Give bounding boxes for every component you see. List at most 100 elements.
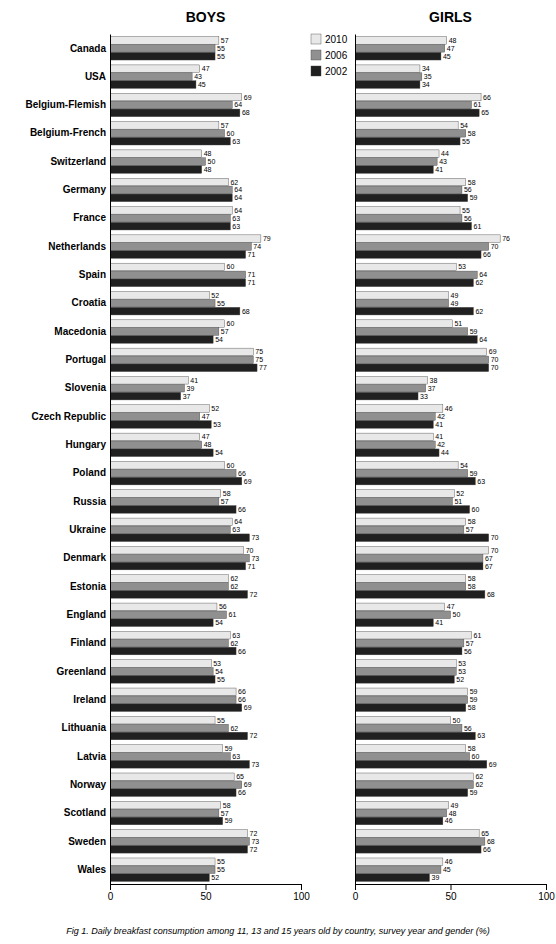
data-label: 64 bbox=[479, 336, 487, 343]
data-label: 54 bbox=[215, 336, 223, 343]
data-label: 65 bbox=[236, 773, 244, 780]
data-label: 41 bbox=[435, 421, 443, 428]
bar bbox=[355, 554, 483, 562]
bar-series bbox=[110, 37, 261, 866]
bar bbox=[355, 449, 439, 457]
y-tick-label: Spain bbox=[79, 269, 106, 280]
chart-title: BOYS bbox=[186, 9, 226, 25]
y-tick: Belgium-Flemish bbox=[25, 99, 106, 110]
bar bbox=[110, 858, 215, 866]
data-labels: 4834665444585576534951693846415452587058… bbox=[420, 37, 510, 881]
bar bbox=[355, 830, 479, 838]
data-label: 69 bbox=[244, 781, 252, 788]
bar bbox=[110, 433, 200, 441]
bar bbox=[355, 732, 475, 740]
data-label: 55 bbox=[217, 300, 225, 307]
bar bbox=[110, 186, 232, 194]
bar bbox=[110, 73, 192, 81]
data-label: 54 bbox=[215, 668, 223, 675]
bar bbox=[110, 413, 200, 421]
bar bbox=[110, 603, 217, 611]
data-label: 63 bbox=[477, 478, 485, 485]
bar bbox=[355, 668, 456, 676]
data-label: 62 bbox=[230, 725, 238, 732]
bar bbox=[355, 704, 466, 712]
bar bbox=[110, 845, 248, 853]
chart-title: GIRLS bbox=[429, 9, 472, 25]
data-label: 76 bbox=[502, 235, 510, 242]
y-tick: Estonia bbox=[70, 581, 107, 592]
bar bbox=[355, 299, 449, 307]
bar bbox=[110, 639, 228, 647]
bar bbox=[110, 817, 223, 825]
x-tick: 50 bbox=[445, 884, 457, 902]
data-label: 38 bbox=[430, 377, 438, 384]
data-label: 54 bbox=[215, 449, 223, 456]
bar bbox=[355, 603, 445, 611]
y-tick-label: Finland bbox=[70, 637, 106, 648]
bar bbox=[110, 45, 215, 53]
data-label: 60 bbox=[227, 462, 235, 469]
data-label: 41 bbox=[435, 619, 443, 626]
data-label: 55 bbox=[462, 207, 470, 214]
bar bbox=[355, 158, 437, 166]
data-label: 66 bbox=[483, 846, 491, 853]
bar bbox=[355, 716, 451, 724]
bar bbox=[110, 251, 246, 259]
bar bbox=[355, 498, 452, 506]
bar bbox=[355, 477, 475, 485]
data-label: 44 bbox=[441, 150, 449, 157]
bar bbox=[110, 518, 232, 526]
y-tick: Scotland bbox=[64, 807, 106, 818]
tick-mark bbox=[301, 884, 302, 890]
bar bbox=[355, 194, 468, 202]
bar bbox=[355, 789, 468, 797]
bar bbox=[110, 773, 234, 781]
bar bbox=[110, 222, 230, 230]
data-label: 60 bbox=[227, 130, 235, 137]
y-tick-label: Belgium-French bbox=[30, 127, 106, 138]
data-label: 71 bbox=[248, 563, 256, 570]
data-label: 59 bbox=[470, 688, 478, 695]
bar bbox=[110, 498, 219, 506]
axis-line bbox=[111, 885, 302, 891]
bar bbox=[110, 874, 209, 882]
data-label: 47 bbox=[447, 603, 455, 610]
data-label: 42 bbox=[437, 441, 445, 448]
data-label: 61 bbox=[229, 611, 237, 618]
y-tick: Spain bbox=[79, 269, 106, 280]
bar bbox=[110, 789, 236, 797]
bar bbox=[355, 279, 473, 287]
bar bbox=[355, 858, 443, 866]
bar bbox=[110, 421, 211, 429]
bar bbox=[355, 660, 456, 668]
data-label: 43 bbox=[194, 73, 202, 80]
data-label: 53 bbox=[458, 668, 466, 675]
data-label: 62 bbox=[230, 575, 238, 582]
bar bbox=[355, 65, 420, 73]
data-label: 64 bbox=[234, 101, 242, 108]
panel: GIRLS48346654445855765349516938464154525… bbox=[353, 9, 556, 902]
bar bbox=[355, 384, 426, 392]
bar bbox=[110, 724, 228, 732]
bar bbox=[355, 271, 477, 279]
data-label: 68 bbox=[487, 591, 495, 598]
bar bbox=[355, 562, 483, 570]
bar-series bbox=[355, 45, 489, 874]
x-tick: 0 bbox=[108, 884, 114, 902]
y-tick-label: Ukraine bbox=[69, 524, 106, 535]
bar bbox=[355, 328, 468, 336]
legend-label: 2002 bbox=[325, 66, 348, 77]
bar bbox=[355, 392, 418, 400]
bar bbox=[355, 235, 500, 243]
data-label: 48 bbox=[204, 150, 212, 157]
data-label: 70 bbox=[491, 243, 499, 250]
y-tick: USA bbox=[85, 71, 106, 82]
bar bbox=[355, 838, 485, 846]
data-label: 50 bbox=[453, 717, 461, 724]
y-axis bbox=[355, 35, 356, 885]
bar bbox=[110, 328, 219, 336]
data-label: 59 bbox=[470, 194, 478, 201]
bar bbox=[355, 490, 454, 498]
data-label: 53 bbox=[458, 263, 466, 270]
